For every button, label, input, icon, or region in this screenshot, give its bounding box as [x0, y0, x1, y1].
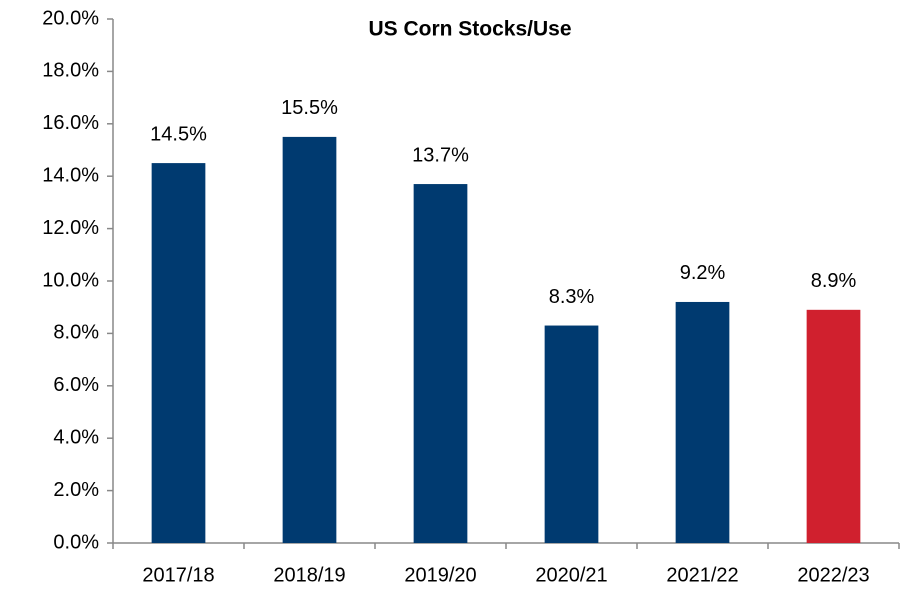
x-tick-label: 2021/22 [666, 564, 738, 586]
x-tick-label: 2017/18 [142, 564, 214, 586]
data-label: 15.5% [281, 97, 338, 119]
y-tick-label: 0.0% [53, 531, 99, 553]
x-tick-label: 2020/21 [535, 564, 607, 586]
data-label: 8.9% [811, 270, 857, 292]
y-tick-label: 4.0% [53, 426, 99, 448]
bar [544, 325, 599, 543]
x-tick-label: 2019/20 [404, 564, 476, 586]
y-tick-label: 12.0% [42, 217, 99, 239]
x-tick-label: 2018/19 [273, 564, 345, 586]
y-tick-label: 10.0% [42, 269, 99, 291]
y-tick-label: 2.0% [53, 479, 99, 501]
bar [806, 309, 861, 543]
y-tick-label: 18.0% [42, 60, 99, 82]
bar [151, 163, 206, 543]
data-label: 14.5% [150, 123, 207, 145]
y-tick-label: 8.0% [53, 322, 99, 344]
chart-title: US Corn Stocks/Use [368, 18, 571, 41]
y-tick-label: 6.0% [53, 374, 99, 396]
data-label: 8.3% [549, 286, 595, 308]
bar [282, 136, 337, 543]
y-tick-label: 14.0% [42, 164, 99, 186]
data-label: 9.2% [680, 262, 726, 284]
y-tick-label: 20.0% [42, 7, 99, 29]
x-tick-label: 2022/23 [797, 564, 869, 586]
data-label: 13.7% [412, 144, 469, 166]
bar [675, 301, 730, 543]
bar [413, 184, 468, 543]
y-tick-label: 16.0% [42, 112, 99, 134]
